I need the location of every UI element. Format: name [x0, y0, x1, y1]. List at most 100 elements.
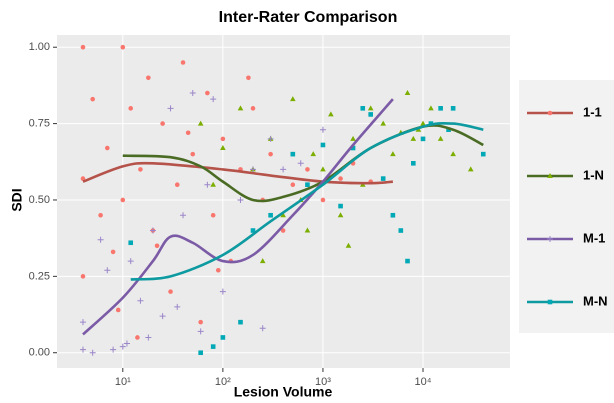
x-tick-label: 10³: [315, 376, 331, 388]
point: [146, 75, 151, 81]
point: [404, 90, 411, 96]
point: [105, 145, 110, 151]
point: [168, 289, 173, 294]
point: [259, 325, 266, 332]
point: [204, 181, 211, 188]
smooth-line: [130, 121, 484, 281]
smooth-line: [82, 161, 393, 185]
point: [110, 249, 116, 255]
point: [420, 120, 426, 126]
point: [420, 136, 426, 142]
point: [368, 112, 373, 117]
point: [320, 166, 326, 172]
point: [80, 44, 86, 50]
point: [249, 166, 256, 173]
x-tick-label: 10⁴: [415, 376, 432, 388]
point: [367, 105, 374, 111]
point: [345, 242, 352, 248]
point: [268, 212, 273, 218]
point: [390, 151, 396, 157]
legend-label: M-1: [583, 230, 605, 245]
point: [215, 267, 221, 273]
point: [198, 350, 203, 356]
point: [450, 151, 456, 157]
point: [310, 151, 317, 157]
point: [259, 258, 266, 264]
point: [398, 228, 404, 233]
point: [238, 319, 243, 325]
point: [128, 240, 134, 246]
point: [290, 96, 296, 102]
point: [79, 319, 86, 326]
point: [80, 274, 86, 279]
point: [127, 258, 134, 265]
legend-key-marker: [547, 299, 553, 305]
point: [237, 196, 244, 203]
panel: [57, 35, 510, 368]
y-tick-label: 0.25: [29, 270, 50, 282]
point: [220, 335, 226, 340]
point: [210, 344, 216, 349]
point: [97, 236, 104, 243]
point: [190, 151, 196, 157]
point: [450, 106, 456, 111]
point: [480, 151, 486, 157]
point: [104, 267, 111, 274]
point: [428, 105, 434, 111]
point: [438, 106, 443, 111]
point: [267, 135, 274, 142]
point: [350, 145, 356, 151]
point: [437, 135, 444, 141]
point: [89, 349, 96, 356]
y-tick-label: 0.50: [29, 194, 50, 206]
point: [90, 96, 95, 102]
legend-box: [519, 80, 614, 333]
point: [410, 135, 417, 141]
legend-key-marker: [547, 236, 553, 242]
point: [160, 121, 165, 126]
point: [320, 142, 326, 148]
point: [189, 90, 196, 97]
point: [360, 106, 366, 111]
point: [128, 106, 134, 111]
smooth-line: [82, 98, 394, 336]
point: [110, 346, 117, 353]
y-tick-label: 0.75: [29, 118, 50, 130]
point: [167, 105, 174, 112]
point: [337, 212, 344, 218]
point: [280, 166, 287, 173]
plot-layer: [79, 44, 486, 356]
y-tick-label: 1.00: [29, 41, 50, 53]
legend-label: M-N: [583, 293, 608, 308]
point: [297, 160, 304, 167]
point: [120, 197, 126, 203]
point: [123, 340, 130, 347]
point: [135, 335, 140, 340]
point: [154, 243, 160, 249]
point: [210, 96, 217, 103]
chart-title: Inter-Rater Comparison: [219, 9, 398, 26]
point: [220, 136, 226, 142]
point: [185, 130, 191, 136]
point: [210, 181, 216, 187]
point: [149, 227, 156, 234]
point: [159, 313, 166, 320]
point: [390, 212, 396, 218]
point: [380, 176, 386, 181]
point: [174, 182, 180, 187]
x-tick-label: 10¹: [115, 376, 131, 388]
legend-label: 1-N: [583, 167, 604, 182]
point: [320, 197, 326, 203]
point: [174, 303, 181, 310]
point: [246, 75, 251, 81]
point: [198, 319, 203, 325]
point: [80, 176, 86, 181]
point: [328, 111, 334, 117]
point: [210, 212, 216, 218]
point: [280, 228, 286, 233]
point: [290, 151, 296, 157]
point: [219, 288, 226, 295]
point: [137, 297, 144, 304]
point: [250, 106, 256, 111]
point: [280, 212, 286, 218]
